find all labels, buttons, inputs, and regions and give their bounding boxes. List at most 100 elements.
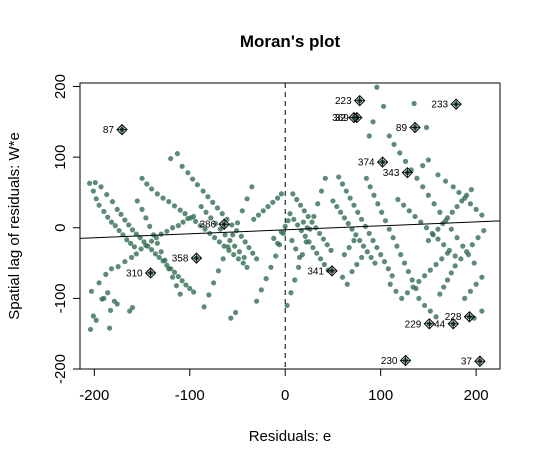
data-point bbox=[379, 209, 385, 215]
data-point bbox=[173, 283, 180, 289]
data-point bbox=[371, 192, 377, 198]
data-point bbox=[311, 213, 317, 220]
data-point bbox=[201, 304, 207, 310]
data-point bbox=[274, 240, 281, 246]
data-point bbox=[210, 199, 216, 205]
data-point bbox=[145, 243, 151, 249]
data-point bbox=[315, 201, 321, 207]
data-point bbox=[374, 84, 380, 90]
data-point bbox=[414, 175, 420, 181]
data-point bbox=[321, 261, 327, 268]
data-point bbox=[411, 100, 417, 107]
data-point bbox=[393, 288, 399, 294]
y-axis-label: Spatial lag of residuals: W*e bbox=[6, 132, 23, 320]
data-point bbox=[381, 259, 388, 265]
data-point bbox=[90, 313, 96, 319]
data-point bbox=[309, 219, 315, 225]
data-point bbox=[87, 326, 94, 333]
x-tick-label: 0 bbox=[281, 387, 289, 404]
data-point bbox=[148, 238, 155, 244]
data-point bbox=[322, 175, 328, 181]
data-point bbox=[166, 266, 172, 272]
data-point bbox=[143, 215, 149, 221]
data-point bbox=[351, 237, 357, 244]
data-point bbox=[355, 209, 361, 215]
data-point bbox=[420, 163, 426, 169]
data-point bbox=[96, 280, 102, 286]
data-point bbox=[410, 284, 416, 290]
data-point bbox=[253, 298, 260, 304]
data-point bbox=[412, 213, 418, 220]
influential-point-label: 374 bbox=[358, 158, 375, 169]
data-point bbox=[188, 215, 194, 221]
data-point bbox=[387, 281, 393, 287]
data-point bbox=[253, 256, 260, 262]
data-point bbox=[215, 268, 222, 274]
data-point bbox=[103, 271, 109, 277]
data-point bbox=[462, 295, 468, 301]
data-point bbox=[420, 184, 426, 190]
data-point bbox=[317, 256, 324, 262]
data-point bbox=[295, 264, 302, 270]
x-tick-label: 200 bbox=[464, 387, 489, 404]
data-point bbox=[278, 191, 285, 197]
data-point bbox=[241, 254, 247, 261]
data-point bbox=[139, 206, 145, 213]
data-point bbox=[433, 314, 439, 320]
data-point bbox=[353, 232, 359, 238]
data-point bbox=[93, 317, 99, 323]
data-point bbox=[182, 211, 188, 217]
data-point bbox=[324, 242, 330, 248]
data-point bbox=[320, 236, 327, 242]
data-point bbox=[168, 155, 174, 162]
data-point bbox=[345, 220, 351, 227]
data-point bbox=[380, 103, 387, 109]
data-point bbox=[366, 230, 372, 237]
data-point bbox=[128, 254, 135, 261]
data-point bbox=[198, 203, 204, 210]
data-point bbox=[406, 208, 412, 214]
data-point bbox=[481, 227, 487, 234]
data-point bbox=[423, 124, 430, 131]
data-point bbox=[242, 239, 248, 245]
influential-point-label: 341 bbox=[307, 266, 324, 277]
data-point bbox=[249, 184, 255, 190]
data-point bbox=[258, 287, 264, 293]
data-point bbox=[442, 178, 449, 184]
data-point bbox=[192, 218, 199, 225]
data-point bbox=[334, 203, 340, 210]
data-point bbox=[479, 212, 485, 218]
data-point bbox=[360, 243, 367, 249]
data-point bbox=[244, 196, 250, 202]
data-point bbox=[395, 196, 401, 203]
data-point bbox=[293, 246, 299, 252]
data-point bbox=[133, 251, 139, 257]
data-point bbox=[190, 176, 196, 182]
data-point bbox=[98, 184, 104, 190]
data-point bbox=[232, 243, 238, 249]
data-point bbox=[148, 247, 155, 253]
data-point bbox=[127, 308, 133, 314]
data-point bbox=[203, 209, 209, 215]
y-tick-label: -200 bbox=[52, 354, 69, 384]
data-point bbox=[448, 226, 454, 232]
data-point bbox=[129, 227, 136, 233]
y-tick-label: -100 bbox=[52, 283, 69, 313]
data-point bbox=[147, 223, 153, 229]
data-point bbox=[351, 202, 357, 208]
data-point bbox=[108, 219, 115, 225]
data-point bbox=[375, 201, 381, 207]
data-point bbox=[349, 268, 355, 275]
data-point bbox=[471, 260, 477, 266]
data-point bbox=[177, 207, 183, 213]
data-point bbox=[105, 290, 111, 296]
data-point bbox=[244, 264, 250, 270]
data-point bbox=[452, 253, 458, 259]
data-point bbox=[354, 261, 360, 268]
data-point bbox=[202, 226, 208, 232]
data-point bbox=[177, 291, 183, 297]
data-point bbox=[423, 225, 430, 231]
data-point bbox=[304, 225, 310, 231]
data-point bbox=[386, 133, 392, 139]
data-point bbox=[473, 206, 479, 213]
